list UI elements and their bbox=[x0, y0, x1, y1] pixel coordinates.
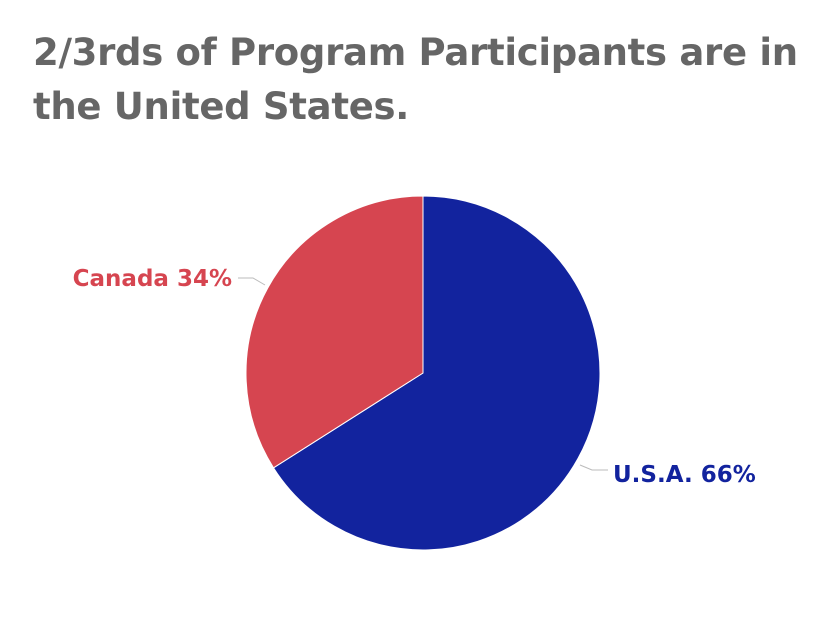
pie-slices bbox=[245, 195, 601, 551]
data-label-canada: Canada 34% bbox=[73, 266, 232, 292]
pie-slice-u-s-a[interactable] bbox=[272, 195, 601, 551]
leader-line-u-s-a bbox=[579, 464, 608, 471]
pie-slice-canada[interactable] bbox=[245, 195, 424, 469]
pie-labels: U.S.A. 66% Canada 34% bbox=[73, 266, 756, 488]
data-label-u-s-a: U.S.A. 66% bbox=[613, 462, 756, 488]
chart-title: 2/3rds of Program Participants are in th… bbox=[33, 31, 798, 128]
leader-line-canada bbox=[238, 277, 266, 286]
